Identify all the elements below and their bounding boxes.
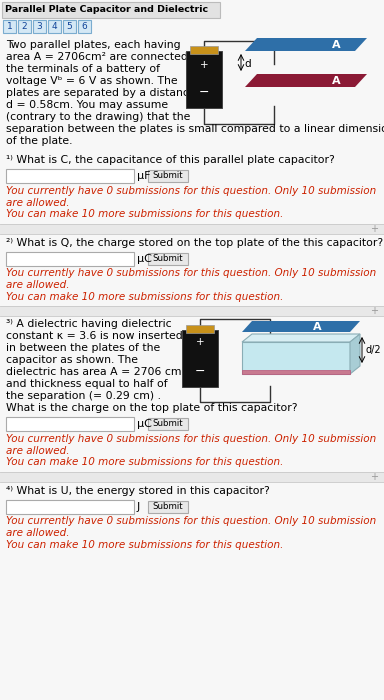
Text: dielectric has area A = 2706 cm²: dielectric has area A = 2706 cm² <box>6 367 186 377</box>
Text: d = 0.58cm. You may assume: d = 0.58cm. You may assume <box>6 100 168 110</box>
Text: separation between the plates is small compared to a linear dimension: separation between the plates is small c… <box>6 124 384 134</box>
Text: +: + <box>370 223 378 234</box>
Text: Submit: Submit <box>153 419 183 428</box>
Bar <box>148 253 188 265</box>
Bar <box>0 306 384 316</box>
Text: +: + <box>370 306 378 316</box>
Polygon shape <box>242 370 350 374</box>
Text: ³⁾ A dielectric having dielectric: ³⁾ A dielectric having dielectric <box>6 319 172 329</box>
Text: Parallel Plate Capacitor and Dielectric: Parallel Plate Capacitor and Dielectric <box>5 6 208 15</box>
Bar <box>186 51 222 108</box>
Text: the terminals of a battery of: the terminals of a battery of <box>6 64 160 74</box>
Text: What is the charge on the top plate of this capacitor?: What is the charge on the top plate of t… <box>6 403 298 413</box>
Bar <box>190 46 218 54</box>
Text: −: − <box>195 365 205 377</box>
Text: 5: 5 <box>67 22 72 31</box>
Text: +: + <box>370 472 378 482</box>
Text: and thickness equal to half of: and thickness equal to half of <box>6 379 168 389</box>
Text: A: A <box>313 321 321 332</box>
Text: constant κ = 3.6 is now inserted: constant κ = 3.6 is now inserted <box>6 331 183 341</box>
Text: J: J <box>137 501 140 512</box>
Text: You currently have 0 submissions for this question. Only 10 submission: You currently have 0 submissions for thi… <box>6 517 376 526</box>
Bar <box>182 330 218 387</box>
Text: ²⁾ What is Q, the charge stored on the top plate of the this capacitor?.: ²⁾ What is Q, the charge stored on the t… <box>6 237 384 248</box>
Text: Two parallel plates, each having: Two parallel plates, each having <box>6 40 180 50</box>
Text: (contrary to the drawing) that the: (contrary to the drawing) that the <box>6 112 190 122</box>
Polygon shape <box>245 38 367 51</box>
Text: Submit: Submit <box>153 254 183 263</box>
Polygon shape <box>242 334 360 342</box>
Bar <box>2 2 220 18</box>
Text: μC: μC <box>137 253 152 263</box>
Bar <box>148 170 188 182</box>
Bar <box>48 20 61 33</box>
Text: You can make 10 more submissions for this question.: You can make 10 more submissions for thi… <box>6 291 283 302</box>
Bar <box>6 417 134 431</box>
Text: You can make 10 more submissions for this question.: You can make 10 more submissions for thi… <box>6 457 283 467</box>
Text: capacitor as shown. The: capacitor as shown. The <box>6 355 138 365</box>
Bar <box>148 418 188 430</box>
Text: μC: μC <box>137 419 152 429</box>
Text: are allowed.: are allowed. <box>6 280 70 290</box>
Bar <box>63 20 76 33</box>
Bar <box>33 20 46 33</box>
Text: in between the plates of the: in between the plates of the <box>6 343 160 353</box>
Text: plates are separated by a distance: plates are separated by a distance <box>6 88 195 98</box>
Text: 1: 1 <box>7 22 12 31</box>
Polygon shape <box>245 74 367 87</box>
Bar <box>0 472 384 482</box>
Text: ¹⁾ What is C, the capacitance of this parallel plate capacitor?: ¹⁾ What is C, the capacitance of this pa… <box>6 155 335 165</box>
Text: Submit: Submit <box>153 502 183 511</box>
Bar <box>6 169 134 183</box>
Text: You can make 10 more submissions for this question.: You can make 10 more submissions for thi… <box>6 540 283 550</box>
Text: are allowed.: are allowed. <box>6 445 70 456</box>
Text: of the plate.: of the plate. <box>6 136 73 146</box>
Bar <box>148 500 188 512</box>
Text: Submit: Submit <box>153 172 183 181</box>
Text: 3: 3 <box>36 22 42 31</box>
Text: +: + <box>196 337 204 347</box>
Polygon shape <box>242 321 360 332</box>
Text: are allowed.: are allowed. <box>6 528 70 538</box>
Text: 2: 2 <box>22 22 27 31</box>
Bar <box>186 325 214 333</box>
Bar <box>0 223 384 234</box>
Text: area A = 2706cm² are connected to: area A = 2706cm² are connected to <box>6 52 202 62</box>
Bar <box>3 20 16 33</box>
Text: the separation (= 0.29 cm) .: the separation (= 0.29 cm) . <box>6 391 161 401</box>
Text: voltage Vᵇ = 6 V as shown. The: voltage Vᵇ = 6 V as shown. The <box>6 76 178 86</box>
Bar <box>6 500 134 514</box>
Text: +: + <box>200 60 208 70</box>
Text: You currently have 0 submissions for this question. Only 10 submission: You currently have 0 submissions for thi… <box>6 434 376 444</box>
Text: are allowed.: are allowed. <box>6 197 70 207</box>
Text: d: d <box>244 59 251 69</box>
Bar <box>6 251 134 265</box>
Bar <box>78 20 91 33</box>
Text: You currently have 0 submissions for this question. Only 10 submission: You currently have 0 submissions for thi… <box>6 186 376 196</box>
Polygon shape <box>242 342 350 374</box>
Text: 6: 6 <box>82 22 88 31</box>
Text: You can make 10 more submissions for this question.: You can make 10 more submissions for thi… <box>6 209 283 219</box>
Text: 4: 4 <box>52 22 57 31</box>
Bar <box>18 20 31 33</box>
Text: A: A <box>332 39 341 50</box>
Text: μF: μF <box>137 171 151 181</box>
Text: You currently have 0 submissions for this question. Only 10 submission: You currently have 0 submissions for thi… <box>6 269 376 279</box>
Text: ⁴⁾ What is U, the energy stored in this capacitor?: ⁴⁾ What is U, the energy stored in this … <box>6 486 270 496</box>
Text: −: − <box>199 85 209 99</box>
Polygon shape <box>350 334 360 374</box>
Text: A: A <box>332 76 341 85</box>
Text: d/2: d/2 <box>365 345 381 355</box>
